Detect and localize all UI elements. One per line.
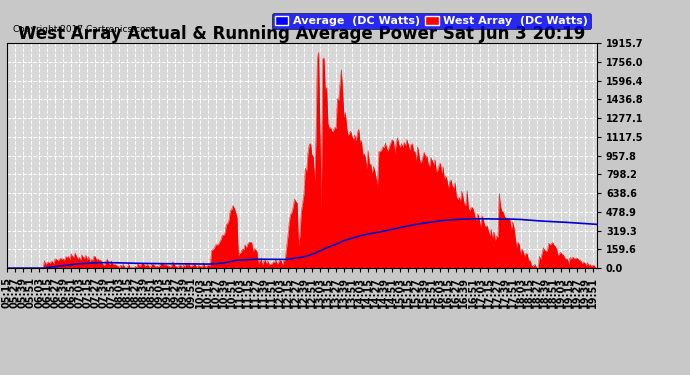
Legend: Average  (DC Watts), West Array  (DC Watts): Average (DC Watts), West Array (DC Watts… <box>272 13 591 30</box>
Text: Copyright 2017 Cartronics.com: Copyright 2017 Cartronics.com <box>13 25 154 34</box>
Title: West Array Actual & Running Average Power Sat Jun 3 20:19: West Array Actual & Running Average Powe… <box>18 25 586 43</box>
